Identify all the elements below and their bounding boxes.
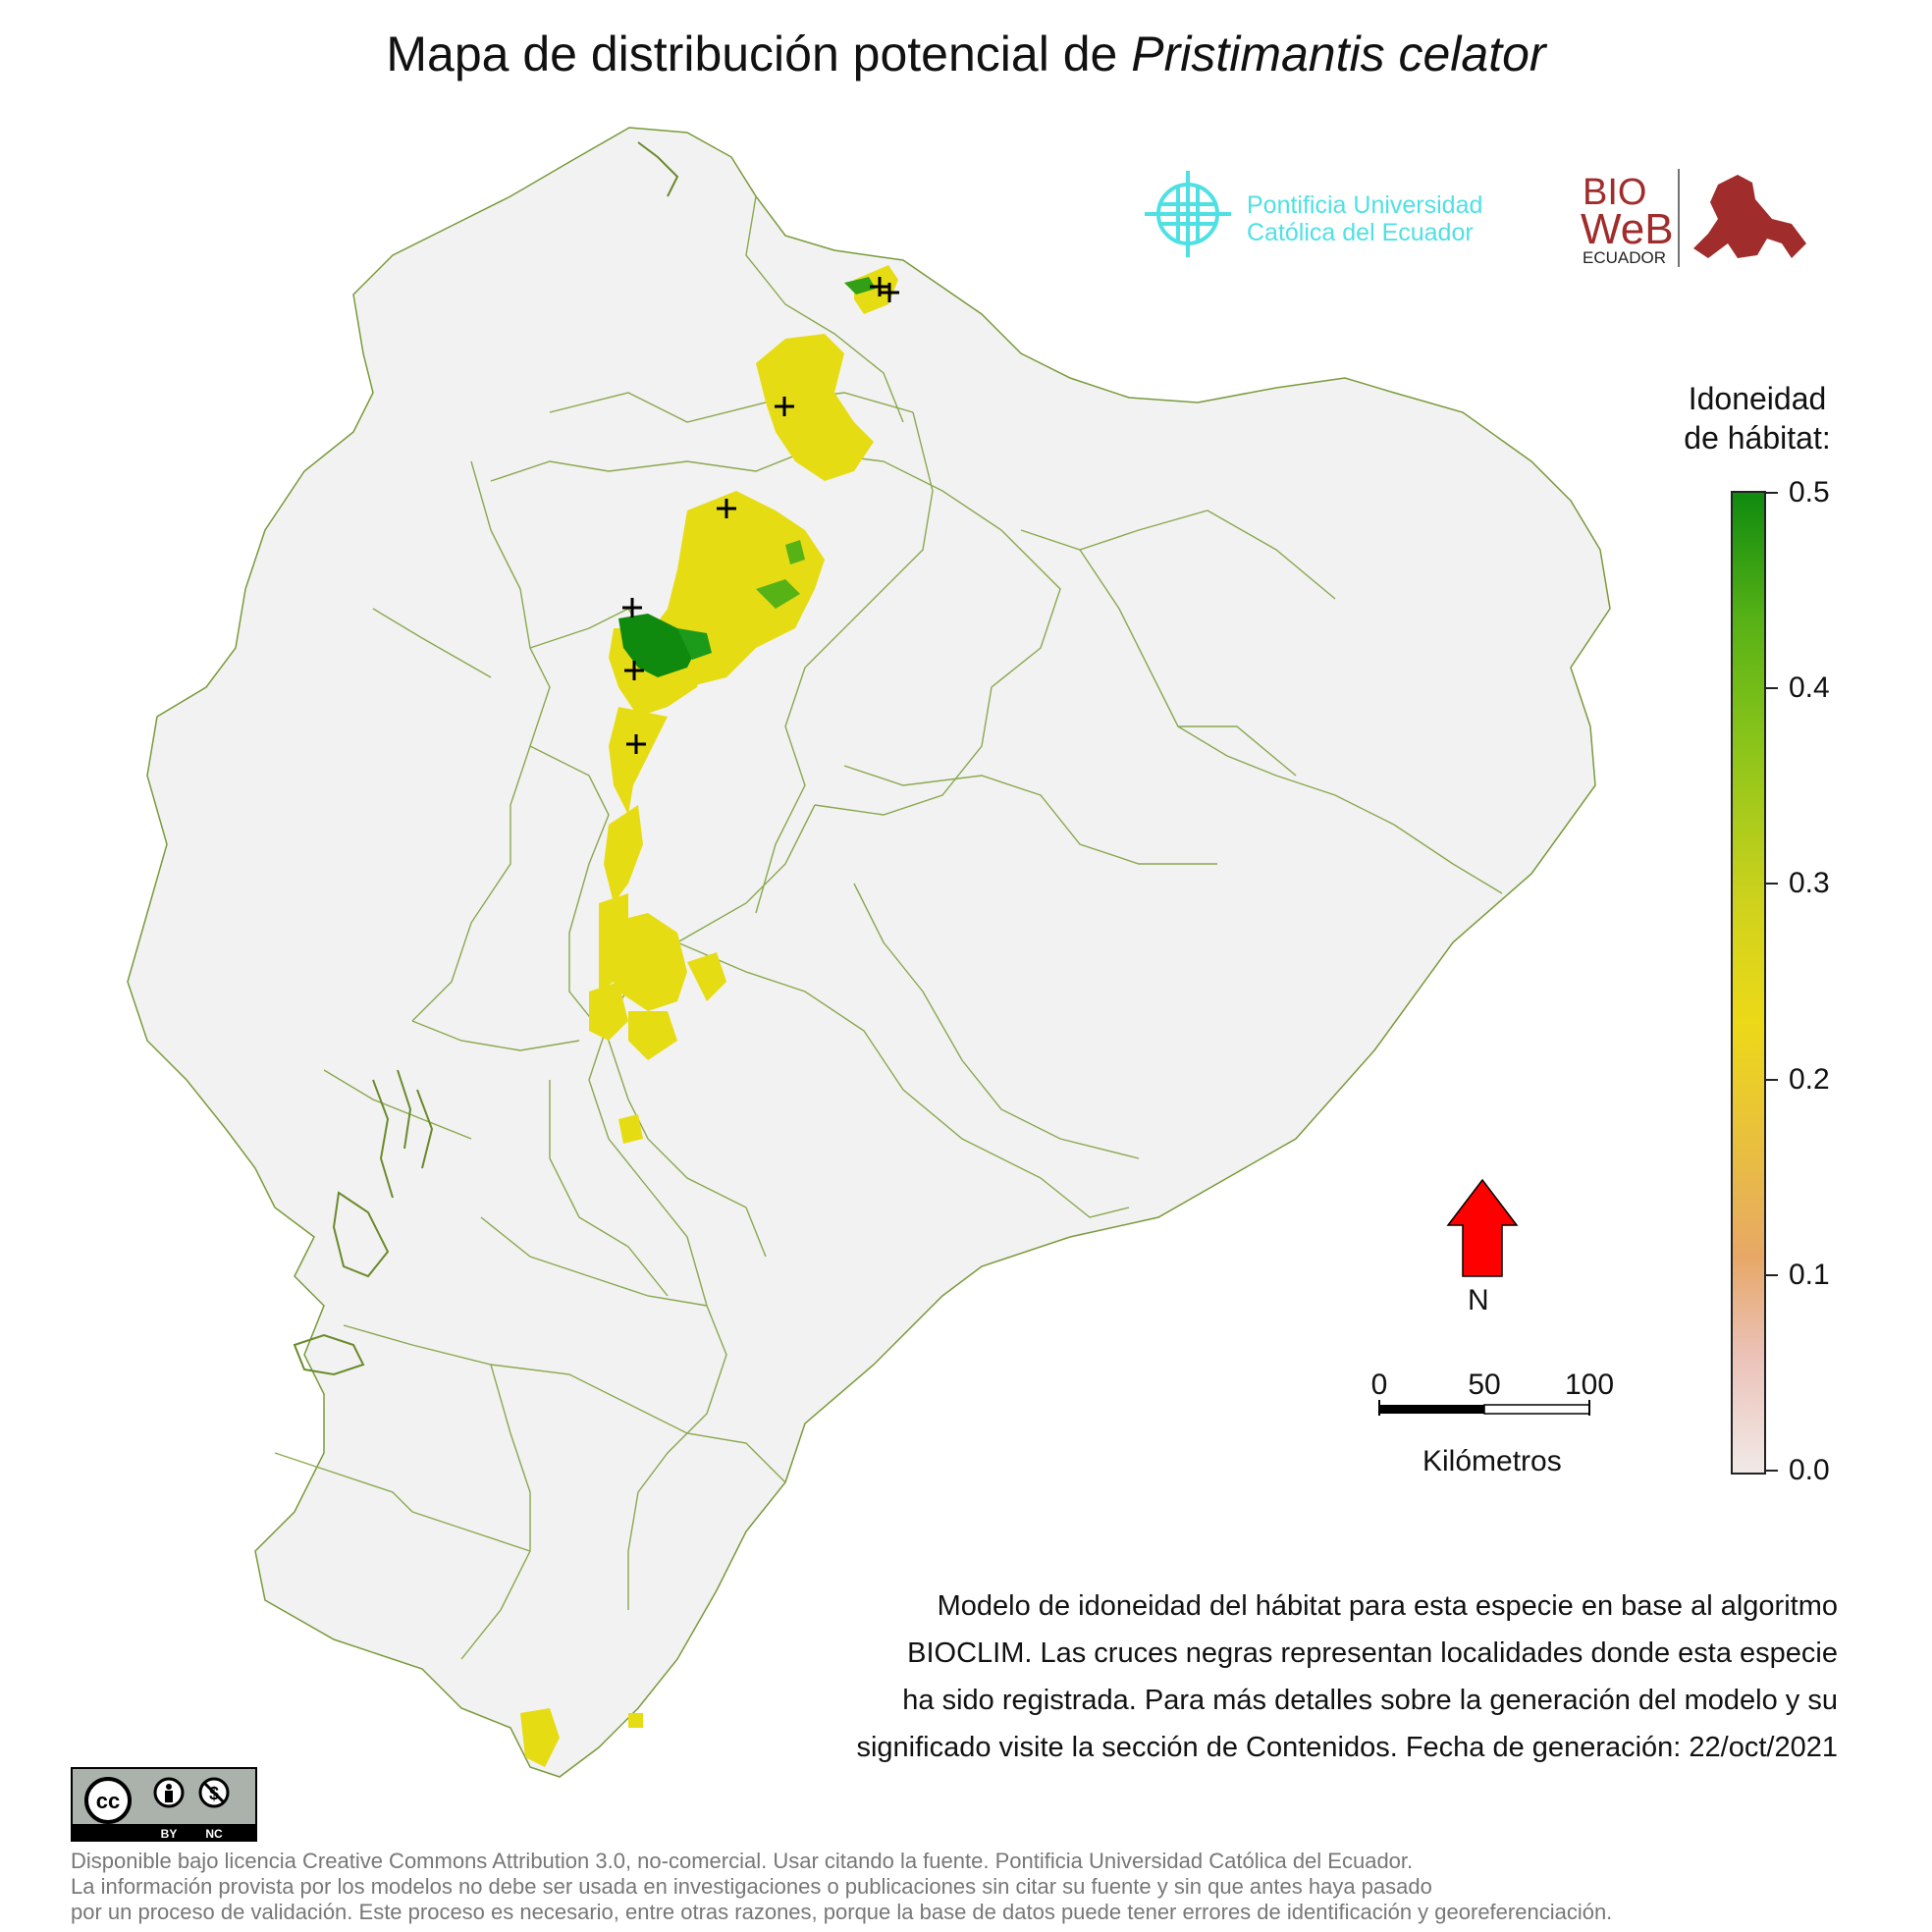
scale-bar	[1378, 1400, 1590, 1416]
cc-by-label: BY	[161, 1827, 178, 1841]
model-description: Modelo de idoneidad del hábitat para est…	[660, 1583, 1838, 1771]
legend-tick-mark	[1764, 883, 1778, 886]
record-markers	[622, 277, 899, 754]
footer-line: La información provista por los modelos …	[71, 1874, 1432, 1899]
legend-tick-label: 0.0	[1789, 1454, 1830, 1486]
description-line: Modelo de idoneidad del hábitat para est…	[937, 1590, 1838, 1622]
license-footer: Disponible bajo licencia Creative Common…	[71, 1849, 1897, 1925]
bioweb-mid-text: WeB	[1581, 205, 1674, 253]
habitat-suitability-layer	[520, 265, 898, 1767]
legend-tick-label: 0.5	[1789, 476, 1830, 509]
coastal-islands	[293, 141, 679, 1376]
scale-label-0: 0	[1370, 1368, 1388, 1401]
record-marker	[624, 661, 644, 680]
legend-tick-label: 0.2	[1789, 1062, 1830, 1096]
legend-tick-mark	[1764, 1078, 1778, 1081]
legend-title-line2: de hábitat:	[1684, 420, 1831, 456]
footer-line: Disponible bajo licencia Creative Common…	[71, 1849, 1414, 1873]
description-line: significado visite la sección de Conteni…	[856, 1732, 1838, 1763]
legend-tick-mark	[1764, 1470, 1778, 1472]
scale-label-100: 100	[1564, 1368, 1615, 1401]
pucv-logo-icon	[1145, 171, 1231, 257]
frog-icon	[1693, 175, 1806, 258]
description-line: BIOCLIM. Las cruces negras representan l…	[907, 1637, 1838, 1669]
north-label: N	[1468, 1284, 1489, 1316]
title-prefix: Mapa de distribución potencial de	[386, 27, 1132, 81]
legend-tick-label: 0.1	[1789, 1258, 1830, 1291]
legend-title-line1: Idoneidad	[1688, 381, 1827, 416]
pucv-logo-text: Pontificia Universidad Católica del Ecua…	[1247, 191, 1482, 246]
record-marker	[626, 734, 646, 754]
record-marker	[717, 499, 736, 518]
description-line: ha sido registrada. Para más detalles so…	[902, 1685, 1838, 1716]
record-marker	[622, 598, 642, 617]
ecuador-land	[127, 127, 1611, 1778]
record-marker	[775, 397, 794, 416]
record-marker	[880, 283, 899, 302]
scale-label-50: 50	[1468, 1368, 1501, 1401]
legend-tick-mark	[1764, 687, 1778, 690]
university-line1: Pontificia Universidad	[1247, 191, 1483, 219]
bioweb-logo: BIO WeB ECUADOR	[1581, 169, 1806, 267]
svg-text:cc: cc	[96, 1789, 120, 1813]
bioweb-top-text: BIO	[1583, 172, 1646, 213]
legend-tick-label: 0.3	[1789, 867, 1830, 900]
legend-tick-mark	[1764, 1273, 1778, 1276]
cc-icon	[84, 1777, 132, 1824]
cc-license-badge[interactable]: cc $ BY NC	[71, 1767, 257, 1842]
legend-tick-mark	[1764, 492, 1778, 494]
cc-nc-label: NC	[205, 1827, 223, 1841]
title-species: Pristimantis celator	[1131, 27, 1546, 81]
legend-colorbar	[1731, 491, 1766, 1475]
province-borders	[274, 195, 1503, 1660]
university-line2: Católica del Ecuador	[1247, 219, 1474, 246]
map-title: Mapa de distribución potencial de Pristi…	[0, 26, 1932, 82]
bioweb-bottom-text: ECUADOR	[1583, 248, 1666, 267]
north-arrow-icon	[1446, 1178, 1519, 1277]
scale-unit: Kilómetros	[1422, 1445, 1562, 1477]
legend-tick-label: 0.4	[1789, 671, 1830, 705]
legend-title: Idoneidad de hábitat:	[1659, 379, 1855, 457]
footer-line: por un proceso de validación. Este proce…	[71, 1900, 1613, 1924]
